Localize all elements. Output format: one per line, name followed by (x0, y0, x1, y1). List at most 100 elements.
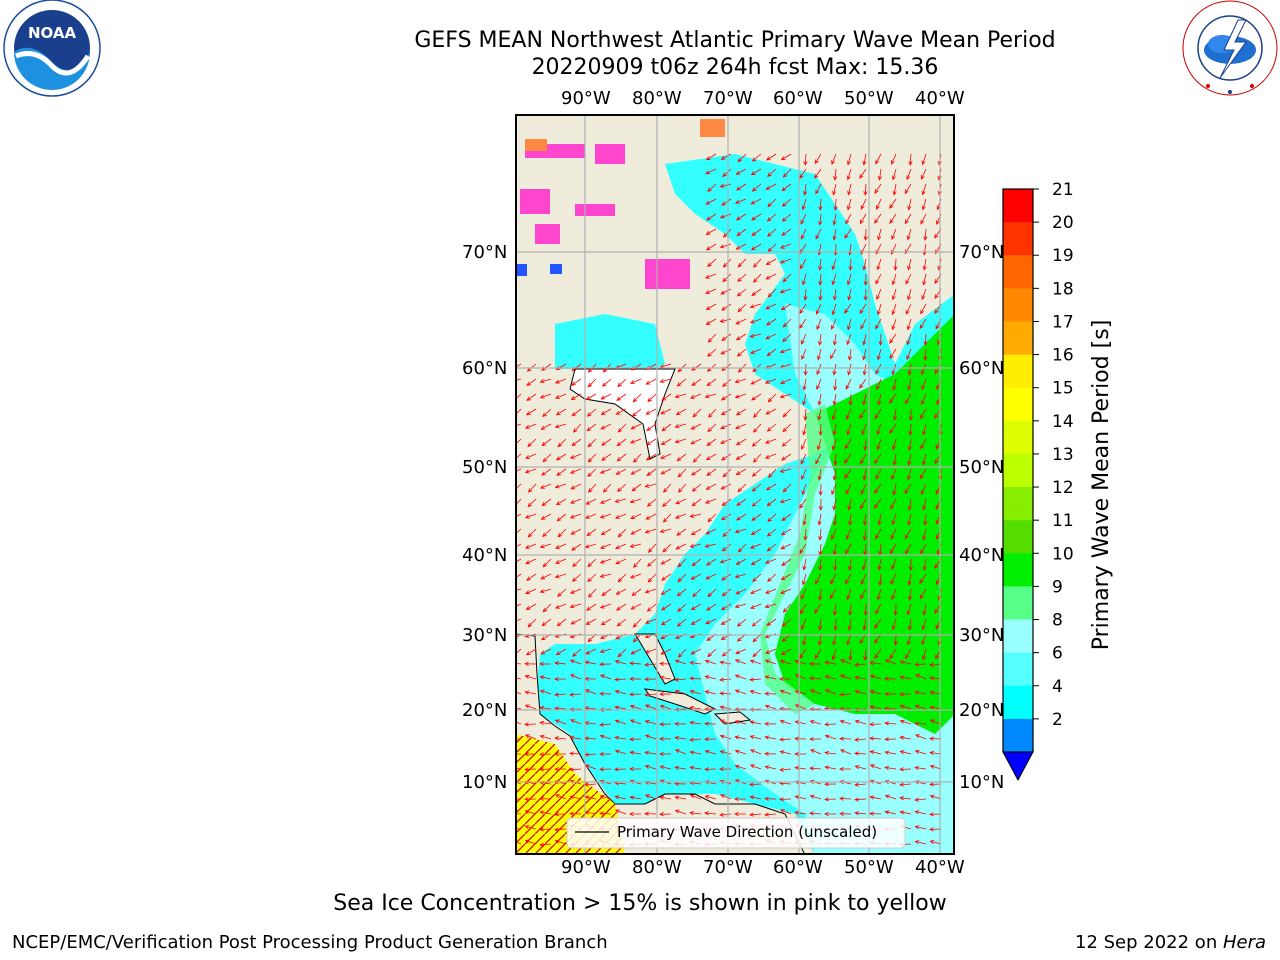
wave-arrow (629, 438, 642, 444)
wave-arrow (705, 228, 717, 235)
wave-arrow (630, 468, 642, 475)
wave-arrow (765, 333, 777, 340)
wave-arrow (794, 720, 807, 725)
wave-arrow (914, 734, 927, 740)
wave-arrow (735, 318, 747, 325)
wave-arrow (802, 378, 807, 391)
wave-arrow (674, 659, 687, 665)
wave-arrow (674, 438, 687, 444)
wave-arrow (704, 795, 717, 800)
wave-arrow (884, 794, 897, 800)
wave-arrow (929, 812, 942, 817)
wave-arrow (539, 720, 552, 726)
wave-arrow (599, 674, 612, 680)
wave-arrow (707, 648, 717, 658)
wave-arrow (599, 648, 612, 654)
colorbar-tick-label: 15 (1052, 379, 1074, 399)
wave-arrow (749, 333, 762, 338)
wave-arrow (720, 348, 732, 355)
wave-arrow (539, 752, 552, 757)
wave-arrow (862, 393, 867, 406)
wave-arrow (569, 692, 582, 697)
wave-arrow (569, 498, 582, 504)
wave-arrow (780, 378, 792, 384)
wave-arrow (719, 812, 732, 817)
wave-arrow (764, 378, 777, 384)
wave-arrow (516, 603, 522, 607)
wave-arrow (752, 423, 762, 433)
wave-arrow (602, 378, 612, 387)
wave-arrow (809, 720, 822, 725)
wave-arrow (889, 213, 897, 224)
wave-arrow (892, 453, 897, 466)
wave-arrow (751, 483, 762, 492)
wave-arrow (832, 333, 837, 346)
wave-arrow (844, 303, 852, 314)
wave-arrow (661, 603, 672, 611)
wave-arrow (765, 273, 777, 280)
wave-arrow (599, 722, 612, 727)
wave-arrow (878, 333, 883, 346)
wave-arrow (539, 810, 552, 815)
wave-arrow (877, 168, 883, 181)
wave-arrow (704, 543, 717, 548)
colorbar-segment (1003, 255, 1033, 289)
wave-arrow (659, 378, 672, 383)
wave-arrow (914, 797, 927, 802)
wave-arrow (704, 721, 717, 726)
wave-arrow (707, 513, 717, 523)
wave-arrow (601, 438, 612, 446)
wave-arrow (803, 288, 808, 301)
wave-arrow (862, 558, 867, 571)
wave-arrow (704, 749, 717, 755)
wave-arrow (722, 258, 732, 268)
wave-arrow (876, 258, 882, 271)
lat-label-right-40n: 40°N (959, 545, 1005, 566)
wave-arrow (920, 543, 927, 555)
wave-arrow (844, 228, 852, 239)
wave-arrow (794, 704, 807, 710)
wave-arrow (617, 528, 627, 538)
wave-arrow (892, 378, 897, 391)
wave-arrow (891, 468, 897, 480)
wave-arrow (586, 423, 597, 432)
wave-arrow (801, 618, 807, 630)
wave-arrow (569, 603, 582, 609)
wave-arrow (847, 618, 852, 631)
wave-arrow (569, 659, 582, 665)
wave-period-map: Primary Wave Direction (unscaled) (515, 114, 955, 855)
wave-arrow (779, 348, 792, 354)
wave-arrow (691, 498, 702, 507)
wave-arrow (832, 603, 838, 616)
wave-arrow (899, 675, 912, 680)
wave-arrow (780, 543, 792, 550)
wave-arrow (659, 812, 672, 817)
wave-direction-arrows (516, 153, 943, 847)
wave-arrow (782, 333, 792, 343)
wave-arrow (768, 468, 777, 478)
wave-arrow (646, 498, 657, 507)
wave-arrow (803, 183, 808, 196)
wave-arrow (554, 751, 567, 757)
wave-arrow (869, 674, 882, 680)
wave-arrow (899, 719, 912, 725)
wave-arrow (707, 423, 717, 433)
wave-arrow (734, 735, 747, 740)
wave-arrow (689, 794, 702, 800)
wave-arrow (891, 273, 897, 286)
colorbar-tick-label: 13 (1052, 445, 1074, 465)
wave-arrow (735, 468, 747, 476)
wave-arrow (600, 618, 612, 626)
wave-arrow (779, 498, 792, 504)
wave-arrow (907, 513, 912, 526)
wave-arrow (914, 721, 927, 726)
wave-arrow (599, 603, 612, 609)
wave-arrow (629, 750, 642, 755)
wave-arrow (854, 719, 867, 725)
wave-arrow (922, 558, 927, 571)
wave-arrow (750, 528, 762, 535)
wave-arrow (572, 423, 582, 433)
wave-arrow (516, 781, 522, 785)
wave-arrow (722, 273, 732, 283)
wave-arrow (921, 183, 927, 196)
